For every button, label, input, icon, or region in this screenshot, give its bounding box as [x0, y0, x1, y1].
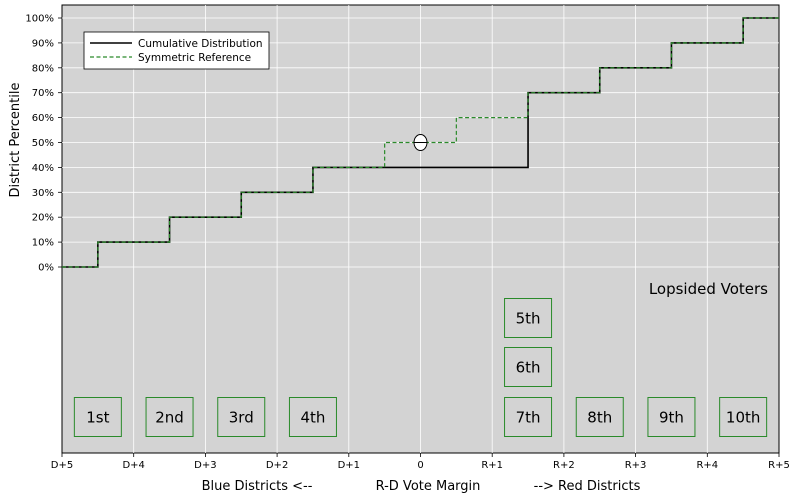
x-axis-label: R-D Vote Margin — [376, 479, 481, 494]
y-tick-label: 90% — [32, 38, 54, 49]
tick-labels: D+5 D+4 D+3 D+2 D+1 0 R+1 R+2 R+3 R+4 R+5 0% 10% 20% 3… — [25, 14, 789, 472]
district-label-9th: 9th — [659, 409, 684, 427]
district-box-5th — [504, 298, 553, 338]
legend: Cumulative Distribution Symmetric Refere… — [83, 31, 270, 70]
x-tick-label: 0 — [417, 460, 423, 471]
district-box-8th — [575, 397, 624, 437]
y-tick-label: 10% — [32, 238, 54, 249]
x-tick-label: R+2 — [553, 460, 575, 471]
x-tick-label: R+3 — [625, 460, 647, 471]
district-boxes: 1st 2nd 3rd 4th 5th 6th 7th 8th 9th 10th — [73, 298, 768, 437]
x-tick-label: R+1 — [481, 460, 503, 471]
x-tick-label: D+2 — [266, 460, 288, 471]
y-tick-label: 60% — [32, 113, 54, 124]
district-box-1st — [73, 397, 122, 437]
district-label-1st: 1st — [86, 409, 109, 427]
district-box-9th — [647, 397, 696, 437]
district-label-8th: 8th — [587, 409, 612, 427]
district-box-7th — [504, 397, 553, 437]
district-box-2nd — [145, 397, 194, 437]
district-label-2nd: 2nd — [155, 409, 184, 427]
y-axis-label: District Percentile — [8, 83, 23, 198]
y-tick-label: 40% — [32, 163, 54, 174]
x-tick-label: D+3 — [194, 460, 216, 471]
legend-label-cumulative: Cumulative Distribution — [138, 38, 263, 50]
legend-frame — [83, 31, 270, 70]
y-tick-label: 100% — [25, 14, 54, 25]
district-label-5th: 5th — [516, 310, 541, 328]
y-tick-label: 50% — [32, 138, 54, 149]
district-label-10th: 10th — [726, 409, 760, 427]
x-tick-label: D+4 — [122, 460, 144, 471]
district-box-4th — [288, 397, 337, 437]
x-tick-label: D+5 — [51, 460, 73, 471]
marker-layer — [413, 134, 428, 151]
y-tick-label: 70% — [32, 88, 54, 99]
grid-lines — [62, 5, 779, 453]
district-label-4th: 4th — [300, 409, 325, 427]
x-tick-label: R+4 — [696, 460, 718, 471]
x-axis-label-left: Blue Districts <-- — [202, 479, 313, 494]
x-axis-label-right: --> Red Districts — [534, 479, 641, 494]
district-label-7th: 7th — [516, 409, 541, 427]
y-tick-label: 20% — [32, 213, 54, 224]
x-tick-label: D+1 — [338, 460, 360, 471]
legend-label-symmetric: Symmetric Reference — [138, 52, 251, 64]
district-label-6th: 6th — [516, 359, 541, 377]
district-box-6th — [504, 347, 553, 387]
district-box-3rd — [217, 397, 266, 437]
x-tick-label: R+5 — [768, 460, 790, 471]
annotation-lopsided-voters: Lopsided Voters — [649, 280, 768, 298]
y-tick-label: 30% — [32, 188, 54, 199]
y-tick-label: 0% — [38, 263, 54, 274]
district-box-10th — [719, 397, 768, 437]
y-tick-label: 80% — [32, 63, 54, 74]
district-label-3rd: 3rd — [229, 409, 254, 427]
